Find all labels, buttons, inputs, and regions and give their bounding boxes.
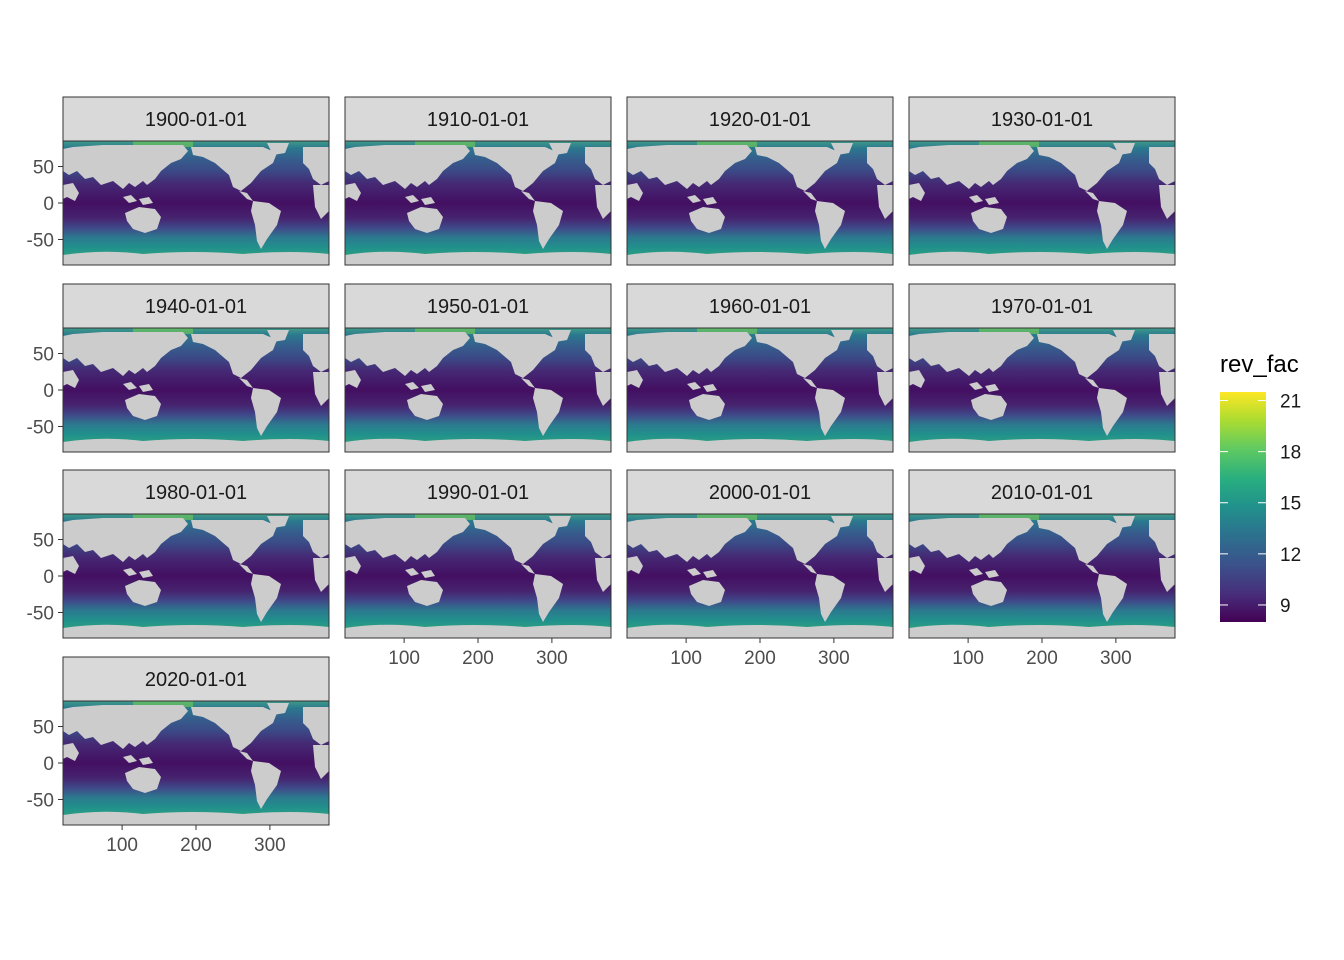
facet-strip <box>626 469 894 515</box>
panel-border <box>908 140 1176 266</box>
facet-strip-label: 1940-01-01 <box>145 296 247 318</box>
panel-border <box>626 327 894 453</box>
y-tick-label: 0 <box>43 754 54 775</box>
facet-strip-label: 1900-01-01 <box>145 109 247 131</box>
facet-strip <box>62 656 330 702</box>
facet-panel: 1920-01-01 <box>626 96 894 266</box>
legend: rev_fac 21 18 15 12 9 <box>1220 351 1301 622</box>
legend-tick-label: 18 <box>1280 443 1301 464</box>
heatmap-field <box>909 141 1175 265</box>
x-tick-label: 100 <box>670 648 702 669</box>
heatmap-field <box>63 141 329 265</box>
facet-panel: 1940-01-01 50 0 -50 <box>27 283 330 453</box>
heatmap-field <box>627 514 893 638</box>
legend-tick-label: 21 <box>1280 392 1301 413</box>
facet-strip-label: 1970-01-01 <box>991 296 1093 318</box>
y-tick-label: 0 <box>43 567 54 588</box>
y-tick-label: 50 <box>33 718 54 739</box>
facet-strip-label: 1960-01-01 <box>709 296 811 318</box>
facet-strip-label: 2010-01-01 <box>991 482 1093 504</box>
y-tick-label: 50 <box>33 531 54 552</box>
y-tick-label: -50 <box>27 790 54 811</box>
x-tick-label: 200 <box>180 835 212 856</box>
facet-strip <box>626 96 894 142</box>
heatmap-field <box>63 701 329 825</box>
y-tick-label: 50 <box>33 158 54 179</box>
x-tick-label: 300 <box>536 648 568 669</box>
facet-panel: 1910-01-01 <box>344 96 612 266</box>
facet-strip <box>908 283 1176 329</box>
facet-strip-label: 1930-01-01 <box>991 109 1093 131</box>
x-tick-label: 100 <box>106 835 138 856</box>
x-tick-label: 200 <box>462 648 494 669</box>
heatmap-field <box>63 328 329 452</box>
heatmap-field <box>909 328 1175 452</box>
x-tick-label: 100 <box>388 648 420 669</box>
facet-panel: 2020-01-01 50 0 -50 100 200 300 <box>27 656 330 856</box>
legend-tick-label: 9 <box>1280 596 1291 617</box>
x-tick-label: 300 <box>818 648 850 669</box>
x-tick-label: 200 <box>744 648 776 669</box>
facet-panel: 2000-01-01 100 200 300 <box>626 469 894 669</box>
facet-panel: 2010-01-01 100 200 300 <box>908 469 1176 669</box>
y-tick-label: 0 <box>43 381 54 402</box>
y-tick-label: 50 <box>33 345 54 366</box>
x-tick-label: 100 <box>952 648 984 669</box>
panel-border <box>626 140 894 266</box>
facet-panel: 1950-01-01 <box>344 283 612 453</box>
y-tick-label: -50 <box>27 417 54 438</box>
facet-strip <box>344 96 612 142</box>
x-tick-label: 300 <box>254 835 286 856</box>
heatmap-field <box>909 514 1175 638</box>
facet-strip-label: 2000-01-01 <box>709 482 811 504</box>
x-tick-label: 300 <box>1100 648 1132 669</box>
y-tick-label: -50 <box>27 230 54 251</box>
facet-strip-label: 1980-01-01 <box>145 482 247 504</box>
facet-strip-label: 1950-01-01 <box>427 296 529 318</box>
facet-panel: 1900-01-01 50 0 -50 <box>27 96 330 266</box>
panel-border <box>344 327 612 453</box>
facet-strip <box>626 283 894 329</box>
facet-panel: 1960-01-01 <box>626 283 894 453</box>
facet-strip-label: 1990-01-01 <box>427 482 529 504</box>
legend-tick-label: 12 <box>1280 545 1301 566</box>
facet-panel: 1980-01-01 50 0 -50 <box>27 469 330 639</box>
facet-panel: 1990-01-01 100 200 300 <box>344 469 612 669</box>
y-tick-label: -50 <box>27 603 54 624</box>
facet-strip-label: 1910-01-01 <box>427 109 529 131</box>
legend-title: rev_fac <box>1220 351 1299 378</box>
panel-border <box>344 140 612 266</box>
heatmap-field <box>345 328 611 452</box>
heatmap-field <box>345 514 611 638</box>
facet-strip <box>62 96 330 142</box>
y-tick-label: 0 <box>43 194 54 215</box>
facet-strip <box>62 283 330 329</box>
facet-strip-label: 1920-01-01 <box>709 109 811 131</box>
heatmap-field <box>627 328 893 452</box>
legend-colorbar <box>1220 392 1266 622</box>
legend-tick-label: 15 <box>1280 494 1301 515</box>
facet-strip-label: 2020-01-01 <box>145 669 247 691</box>
panel-border <box>908 327 1176 453</box>
heatmap-field <box>627 141 893 265</box>
facet-strip <box>908 96 1176 142</box>
facet-panel: 1970-01-01 <box>908 283 1176 453</box>
heatmap-field <box>63 514 329 638</box>
facet-strip <box>62 469 330 515</box>
x-tick-label: 200 <box>1026 648 1058 669</box>
facet-panels: 1900-01-01 50 0 -50 1910-01-01 1920-01-01 1930… <box>27 96 1176 856</box>
heatmap-field <box>345 141 611 265</box>
facet-strip <box>908 469 1176 515</box>
facet-panel: 1930-01-01 <box>908 96 1176 266</box>
facet-strip <box>344 283 612 329</box>
